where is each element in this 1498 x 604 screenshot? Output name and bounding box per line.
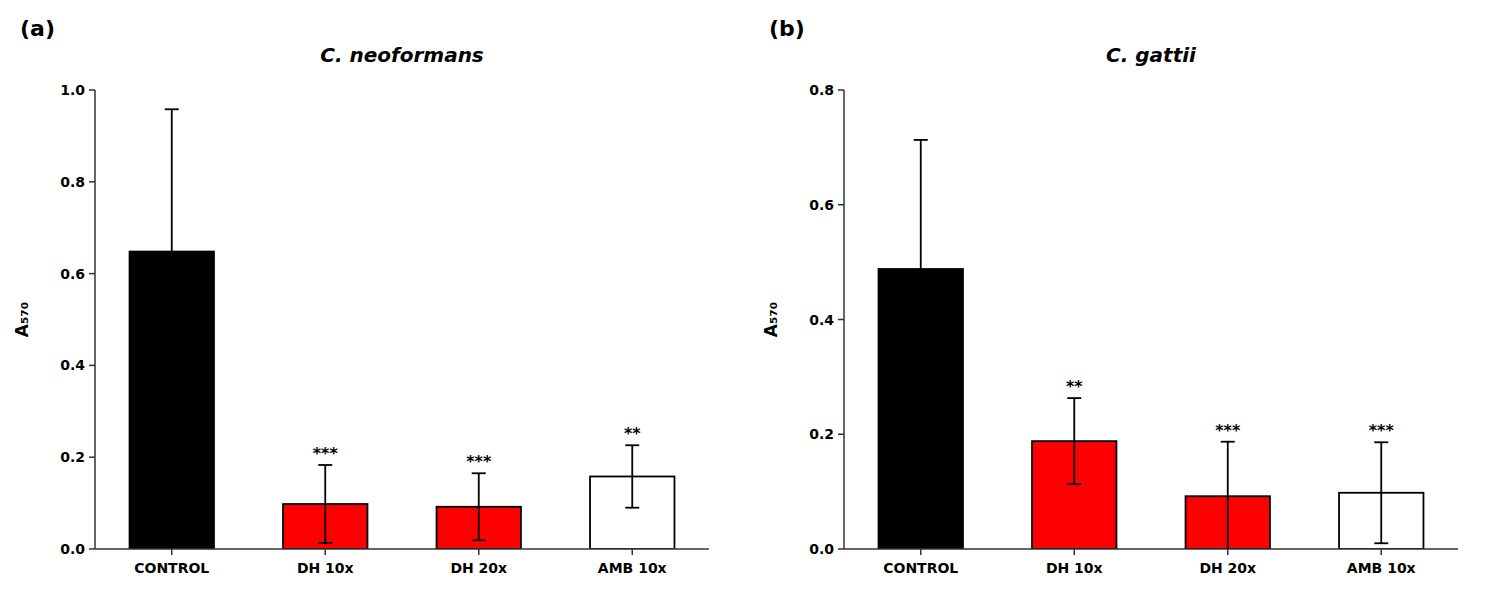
y-tick-label: 0.6: [809, 197, 834, 213]
error-bar-line: [171, 109, 173, 394]
error-bar: [318, 465, 332, 543]
y-tick: [838, 204, 844, 206]
title: C. gattii: [1106, 43, 1197, 67]
error-bar-line: [625, 444, 639, 446]
x-tick-label: AMB 10x: [1347, 560, 1416, 576]
y-tick-label: 0.4: [60, 357, 85, 373]
error-bar-line: [1374, 441, 1388, 443]
x-tick: [632, 549, 634, 555]
x-tick-label: DH 10x: [1046, 560, 1103, 576]
error-bar: [165, 109, 179, 394]
x-tick: [478, 549, 480, 555]
x-tick-label: DH 20x: [1199, 560, 1256, 576]
error-bar-line: [625, 507, 639, 509]
error-bar: [1067, 398, 1081, 484]
y-axis-label: A₅₇₀: [761, 302, 781, 338]
error-bar-line: [318, 542, 332, 544]
panel-label: (b): [769, 16, 805, 41]
error-bar-line: [914, 397, 928, 399]
error-bar-line: [472, 539, 486, 541]
error-bar-line: [1380, 442, 1382, 543]
error-bar-line: [1067, 483, 1081, 485]
panel-label: (a): [20, 16, 55, 41]
x-tick: [920, 549, 922, 555]
bars: [130, 109, 675, 549]
error-bar-line: [1227, 442, 1229, 549]
x-tick: [325, 549, 327, 555]
x-tick-label: DH 20x: [450, 560, 507, 576]
y-tick-label: 0.2: [60, 449, 85, 465]
x-tick-label: AMB 10x: [598, 560, 667, 576]
y-tick: [89, 273, 95, 275]
y-tick-label: 0.8: [809, 82, 834, 98]
y-tick: [838, 89, 844, 91]
significance-label: **: [624, 424, 641, 443]
y-tick-label: 0.0: [809, 541, 834, 557]
x-axis-line: [95, 548, 709, 550]
error-bar-line: [1221, 441, 1235, 443]
y-axis-line: [843, 90, 845, 549]
error-bar: [1221, 442, 1235, 549]
error-bar-line: [631, 445, 633, 507]
error-bar-line: [1374, 542, 1388, 544]
y-tick: [89, 89, 95, 91]
error-bar-line: [914, 139, 928, 141]
bars: [879, 140, 1424, 549]
panel: (a) C. neoformans A₅₇₀ 0.0 0.2 0.4 0.6 0.8 1.0 **…: [12, 16, 709, 576]
significance-label: ***: [313, 444, 339, 463]
y-tick: [89, 548, 95, 550]
x-tick: [1074, 549, 1076, 555]
error-bar-line: [165, 108, 179, 110]
y-axis-line: [94, 90, 96, 549]
panel: (b)C. gattiiA₅₇₀0.00.20.40.60.8********C…: [761, 16, 1458, 576]
error-bar-line: [1073, 398, 1075, 484]
y-tick: [89, 181, 95, 183]
error-bar: [1374, 442, 1388, 543]
y-axis-label: A₅₇₀: [12, 302, 32, 338]
title: C. neoformans: [320, 43, 484, 67]
error-bar-line: [920, 140, 922, 398]
y-tick: [838, 548, 844, 550]
x-tick-label: DH 10x: [297, 560, 354, 576]
x-tick: [1381, 549, 1383, 555]
chart-canvas: (a) C. neoformans A₅₇₀ 0.0 0.2 0.4 0.6 0.8 1.0 **…: [0, 0, 1498, 604]
x-tick-label: CONTROL: [883, 560, 958, 576]
x-tick: [1227, 549, 1229, 555]
error-bar: [625, 445, 639, 507]
y-tick: [89, 365, 95, 367]
significance-label: ***: [1215, 421, 1241, 440]
error-bar-line: [165, 393, 179, 395]
y-tick-label: 1.0: [60, 82, 85, 98]
significance-label: **: [1066, 377, 1083, 396]
y-tick: [89, 456, 95, 458]
significance-label: ***: [466, 452, 492, 471]
x-tick: [171, 549, 173, 555]
significance-label: ***: [1369, 421, 1395, 440]
x-axis-line: [844, 548, 1458, 550]
y-tick-label: 0.0: [60, 541, 85, 557]
error-bar-line: [1067, 397, 1081, 399]
figure: (a) C. neoformans A₅₇₀ 0.0 0.2 0.4 0.6 0.8 1.0 **…: [0, 0, 1498, 604]
y-tick-label: 0.8: [60, 174, 85, 190]
error-bar-line: [478, 473, 480, 540]
y-tick-label: 0.2: [809, 426, 834, 442]
y-tick: [838, 319, 844, 321]
y-tick-label: 0.4: [809, 312, 834, 328]
error-bar: [914, 140, 928, 398]
y-tick: [838, 434, 844, 436]
error-bar-line: [324, 465, 326, 543]
error-bar-line: [318, 464, 332, 466]
y-tick-label: 0.6: [60, 266, 85, 282]
error-bar-line: [472, 472, 486, 474]
error-bar: [472, 473, 486, 540]
x-tick-label: CONTROL: [134, 560, 209, 576]
